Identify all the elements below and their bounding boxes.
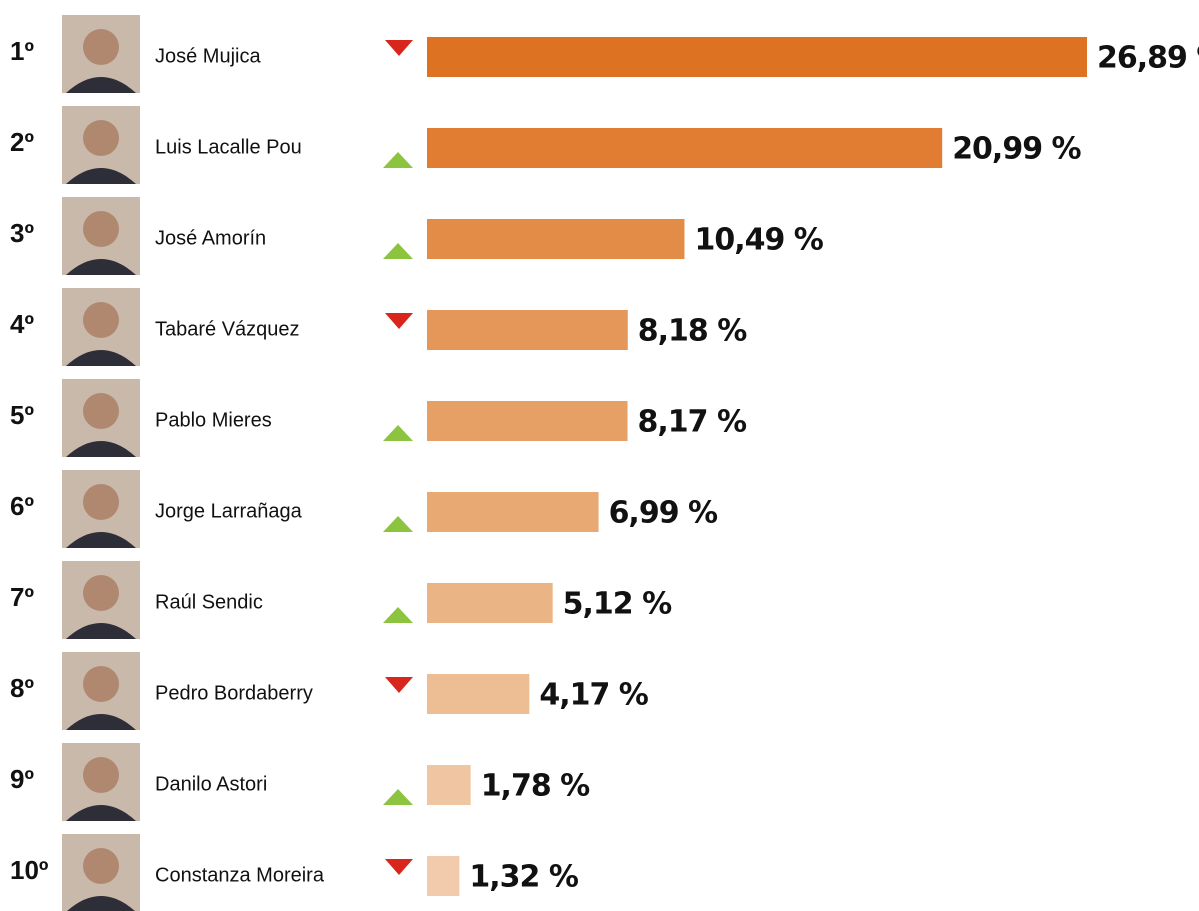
bar: [427, 674, 530, 714]
photo-body: [66, 714, 136, 730]
candidate-name: Danilo Astori: [155, 773, 267, 795]
rank: 8º: [10, 673, 34, 703]
bar: [427, 492, 599, 532]
photo-body: [66, 350, 136, 366]
photo-body: [66, 532, 136, 548]
photo: [62, 834, 140, 911]
photo-head: [83, 666, 119, 702]
bar: [427, 128, 943, 168]
photo-head: [83, 757, 119, 793]
bar: [427, 37, 1087, 77]
rank: 10º: [10, 855, 49, 885]
photo-head: [83, 302, 119, 338]
photo-head: [83, 575, 119, 611]
photo-body: [66, 441, 136, 457]
candidate-name: José Amorín: [155, 227, 266, 249]
bar: [427, 310, 628, 350]
photo-head: [83, 29, 119, 65]
trend-down: [385, 313, 413, 329]
photo-head: [83, 120, 119, 156]
candidate-name: Tabaré Vázquez: [155, 318, 300, 340]
photo-body: [66, 77, 136, 93]
value-label: 4,17 %: [539, 678, 648, 713]
photo-body: [66, 623, 136, 639]
rank: 9º: [10, 764, 34, 794]
photo-head: [83, 211, 119, 247]
rank: 6º: [10, 491, 34, 521]
photo: [62, 379, 140, 457]
trend-up: [383, 243, 413, 259]
value-label: 10,49 %: [694, 223, 823, 258]
candidate-name: José Mujica: [155, 45, 261, 67]
bar: [427, 765, 471, 805]
rank: 4º: [10, 309, 34, 339]
photo: [62, 197, 140, 275]
bar: [427, 856, 460, 896]
bar: [427, 583, 553, 623]
trend-up: [383, 607, 413, 623]
photo-body: [66, 805, 136, 821]
candidate-name: Pablo Mieres: [155, 409, 272, 431]
photo-body: [66, 259, 136, 275]
trend-down: [385, 40, 413, 56]
photo: [62, 288, 140, 366]
rank: 5º: [10, 400, 34, 430]
photo-body: [66, 168, 136, 184]
trend-up: [383, 789, 413, 805]
candidate-name: Jorge Larrañaga: [155, 500, 303, 522]
bar: [427, 219, 685, 259]
trend-down: [385, 859, 413, 875]
photo-head: [83, 484, 119, 520]
photo: [62, 106, 140, 184]
rank: 2º: [10, 127, 34, 157]
photo-head: [83, 848, 119, 884]
bar: [427, 401, 628, 441]
trend-down: [385, 677, 413, 693]
value-label: 8,18 %: [638, 314, 747, 349]
rank: 1º: [10, 36, 34, 66]
photo: [62, 15, 140, 93]
value-label: 8,17 %: [638, 405, 747, 440]
value-label: 20,99 %: [952, 132, 1081, 167]
photo-body: [67, 896, 135, 911]
candidate-name: Pedro Bordaberry: [155, 682, 313, 704]
value-label: 1,32 %: [469, 860, 578, 895]
photo: [62, 743, 140, 821]
value-label: 5,12 %: [563, 587, 672, 622]
value-label: 6,99 %: [609, 496, 718, 531]
photo: [62, 470, 140, 548]
photo: [62, 652, 140, 730]
rank: 7º: [10, 582, 34, 612]
trend-up: [383, 425, 413, 441]
value-label: 1,78 %: [481, 769, 590, 804]
candidate-name: Raúl Sendic: [155, 591, 263, 613]
rank: 3º: [10, 218, 34, 248]
photo: [62, 561, 140, 639]
candidate-name: Luis Lacalle Pou: [155, 136, 302, 158]
trend-up: [383, 516, 413, 532]
value-label: 26,89 %: [1097, 41, 1199, 76]
trend-up: [383, 152, 413, 168]
candidate-name: Constanza Moreira: [155, 864, 325, 886]
photo-head: [83, 393, 119, 429]
